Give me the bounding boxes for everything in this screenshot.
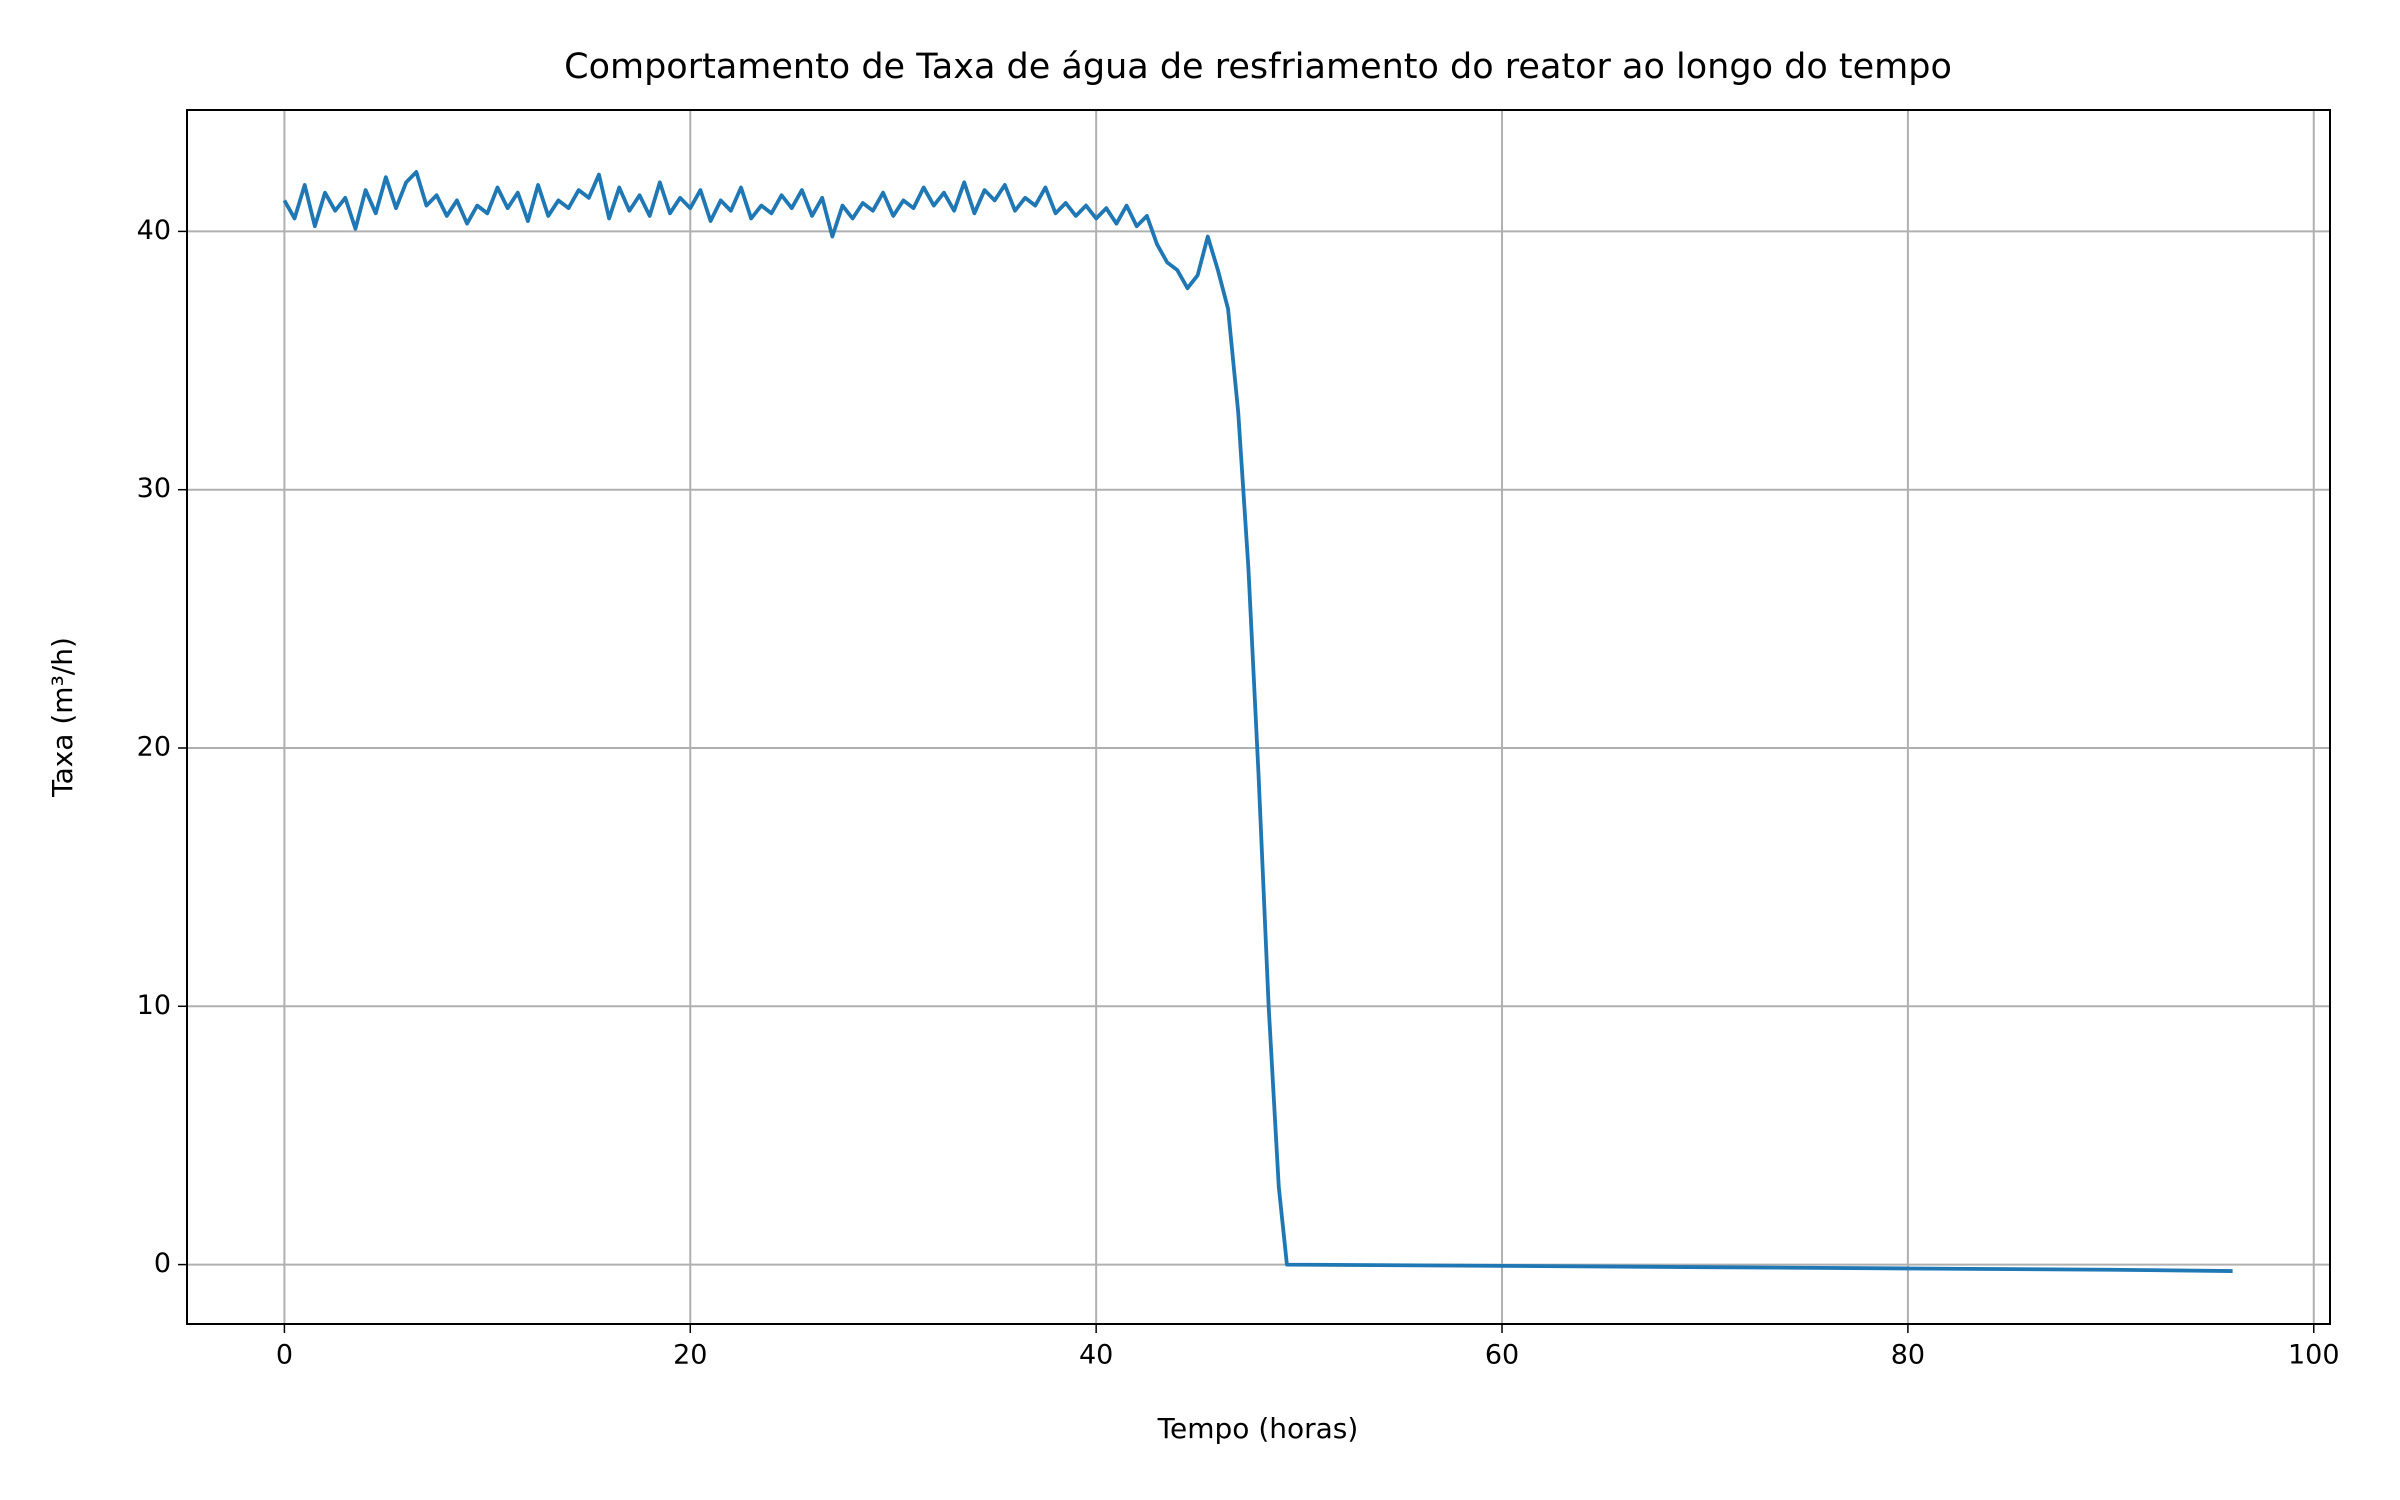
- y-tick-label: 10: [137, 990, 171, 1021]
- y-tick-label: 30: [137, 473, 171, 504]
- x-tick-label: 20: [673, 1340, 707, 1371]
- y-tick-label: 0: [154, 1248, 171, 1279]
- y-tick-label: 20: [137, 731, 171, 762]
- x-tick-label: 80: [1891, 1340, 1925, 1371]
- chart-title: Comportamento de Taxa de água de resfria…: [564, 47, 1952, 87]
- plot-frame: [186, 109, 2331, 1325]
- y-tick-label: 40: [137, 215, 171, 246]
- x-tick-label: 40: [1079, 1340, 1113, 1371]
- x-tick-label: 100: [2288, 1340, 2340, 1371]
- x-axis-label: Tempo (horas): [1157, 1412, 1359, 1445]
- y-axis-label: Taxa (m³/h): [46, 637, 79, 798]
- x-tick-label: 0: [276, 1340, 293, 1371]
- data-line: [282, 170, 2233, 1273]
- x-tick-label: 60: [1485, 1340, 1519, 1371]
